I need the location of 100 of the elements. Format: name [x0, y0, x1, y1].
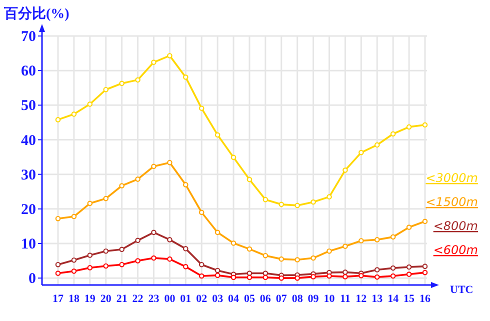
point [71, 268, 77, 274]
point [103, 196, 109, 202]
x-tick-label: 12 [356, 293, 368, 305]
point [406, 124, 412, 130]
point [119, 262, 124, 268]
legend-item: <800m [433, 219, 478, 233]
x-tick-label: 13 [372, 293, 384, 305]
point [406, 272, 412, 277]
point [278, 256, 284, 262]
point [135, 238, 140, 244]
point [374, 142, 380, 148]
point [151, 164, 156, 170]
point [246, 270, 252, 276]
point [230, 240, 236, 246]
x-tick-label: 10 [324, 293, 336, 305]
point [135, 176, 140, 182]
point [167, 237, 172, 242]
point [246, 176, 252, 182]
x-tick-label: 23 [148, 293, 160, 305]
point [294, 202, 300, 208]
x-tick-label: 11 [340, 293, 350, 305]
point [214, 230, 220, 236]
point [358, 273, 364, 278]
point [119, 80, 124, 86]
y-tick-label: 40 [21, 132, 36, 149]
point [342, 168, 348, 173]
point [406, 264, 412, 270]
x-tick-label: 14 [388, 293, 400, 305]
x-tick-label: 09 [308, 293, 320, 305]
point [87, 101, 93, 107]
x-tick-label: 00 [164, 293, 176, 305]
point [342, 270, 348, 275]
point [390, 265, 396, 271]
point [55, 216, 61, 222]
point [358, 238, 364, 244]
point [214, 132, 220, 138]
point [87, 265, 93, 270]
point [246, 246, 252, 252]
point [198, 106, 204, 111]
point [167, 53, 172, 58]
point [119, 183, 124, 188]
y-tick-label: 20 [21, 202, 36, 218]
point [390, 234, 396, 240]
x-tick-label: 15 [404, 293, 416, 305]
y-tick-label: 10 [21, 236, 36, 252]
point [151, 255, 156, 261]
point [55, 262, 61, 268]
y-tick-label: 50 [21, 98, 36, 114]
point [342, 274, 348, 280]
point [167, 256, 172, 262]
x-tick-label: 08 [292, 293, 304, 305]
point [167, 160, 172, 166]
point [278, 202, 284, 208]
point [422, 218, 428, 224]
x-tick-label: 18 [68, 293, 80, 305]
point [214, 272, 220, 278]
x-tick-label: 19 [84, 293, 96, 305]
x-tick-label: 05 [244, 293, 256, 305]
point [374, 267, 380, 272]
point [262, 196, 268, 202]
y-tick-label: 60 [21, 64, 36, 80]
point [135, 77, 140, 83]
point [246, 274, 252, 280]
x-tick-label: 01 [180, 293, 192, 305]
point [87, 200, 93, 206]
x-axis-title: UTC [450, 284, 474, 296]
point [183, 264, 188, 270]
x-tick-label: 17 [52, 293, 64, 305]
point [198, 262, 204, 268]
x-tick-label: 06 [260, 293, 272, 305]
point [71, 257, 77, 263]
point [262, 270, 268, 276]
point [358, 150, 364, 156]
point [183, 246, 188, 252]
point [103, 86, 109, 92]
point [326, 273, 332, 279]
point [230, 154, 236, 160]
point [71, 214, 77, 220]
point [55, 117, 61, 122]
y-axis-title: 百分比(%) [3, 6, 70, 22]
legend-item: <3000m [426, 171, 478, 185]
point [294, 275, 300, 281]
point [390, 273, 396, 279]
point [214, 268, 220, 274]
point [262, 252, 268, 258]
point [406, 224, 412, 230]
point [422, 264, 428, 269]
point [198, 210, 204, 216]
legend-item: <600m [433, 243, 478, 257]
point [71, 112, 77, 117]
point [87, 252, 93, 258]
x-tick-label: 07 [276, 293, 288, 305]
point [230, 274, 236, 280]
legend-item: <1500m [426, 195, 478, 209]
point [374, 237, 380, 242]
point [183, 74, 188, 80]
y-tick-label: 30 [21, 167, 36, 184]
y-tick-label: 70 [21, 29, 36, 45]
point [422, 270, 428, 276]
point [310, 199, 316, 205]
